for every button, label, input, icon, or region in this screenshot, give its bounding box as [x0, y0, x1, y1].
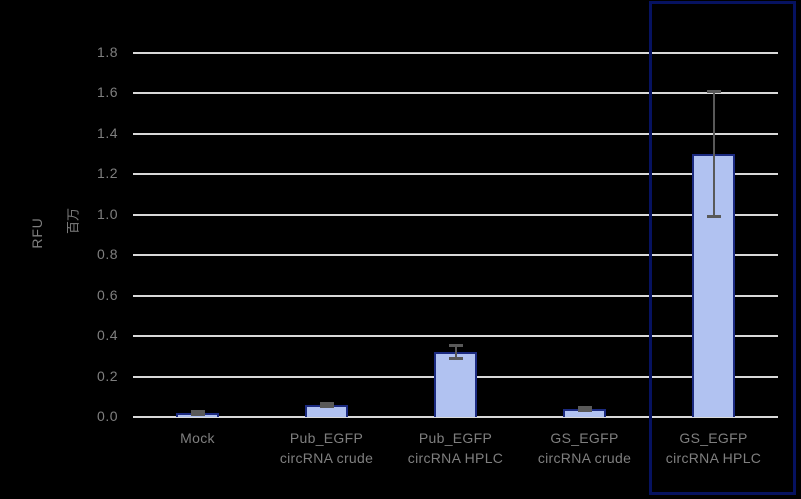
error-bar-line — [325, 402, 328, 407]
error-bar-cap-top — [319, 401, 334, 405]
gridline — [133, 173, 778, 176]
x-category-label: Mock — [180, 430, 215, 446]
gridline — [133, 213, 778, 216]
gridline — [133, 335, 778, 338]
y-tick-label: 0.6 — [97, 286, 118, 303]
y-tick-label: 0.0 — [97, 408, 118, 424]
x-category-label: GS_EGFP circRNA HPLC — [665, 430, 762, 466]
error-bar-line — [712, 91, 715, 217]
error-bar-cap-bottom — [577, 408, 592, 412]
error-bar-cap-bottom — [706, 214, 721, 218]
gridline — [133, 132, 778, 135]
gridline — [133, 294, 778, 297]
y-tick-label: 1.6 — [97, 84, 118, 101]
bar-2 — [434, 352, 477, 417]
y-tick-label: 1.0 — [97, 205, 118, 222]
highlight-box — [649, 1, 796, 495]
error-bar-cap-bottom — [448, 357, 463, 361]
x-category-label: Pub_EGFP circRNA HPLC — [407, 430, 504, 466]
y-tick-label: 1.8 — [97, 44, 118, 60]
error-bar-cap-bottom — [190, 412, 205, 416]
x-category-label: Pub_EGFP circRNA crude — [279, 430, 374, 466]
gridline — [133, 254, 778, 257]
error-bar-cap-top — [448, 344, 463, 348]
x-category-label: GS_EGFP circRNA crude — [537, 430, 632, 466]
gridline — [133, 92, 778, 95]
y-axis-title: RFU — [29, 217, 45, 249]
error-bar-cap-top — [190, 409, 205, 413]
error-bar-cap-bottom — [319, 404, 334, 408]
gridline — [133, 52, 778, 54]
y-tick-label: 0.4 — [97, 327, 118, 344]
error-bar-cap-top — [577, 405, 592, 409]
gridline — [133, 416, 778, 418]
y-tick-label: 1.2 — [97, 165, 118, 182]
error-bar-line — [196, 410, 199, 415]
y-tick-label: 0.8 — [97, 246, 118, 263]
error-bar-line — [583, 406, 586, 411]
y-tick-label: 1.4 — [97, 124, 118, 141]
error-bar-cap-top — [706, 90, 721, 94]
y-tick-label: 0.2 — [97, 367, 118, 384]
error-bar-line — [454, 345, 457, 360]
